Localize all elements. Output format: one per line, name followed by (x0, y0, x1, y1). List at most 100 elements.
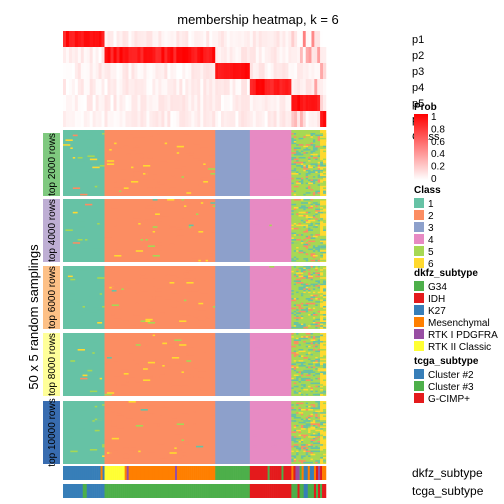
membership-cell (229, 79, 233, 95)
heatmap-cell (308, 409, 316, 411)
heatmap-cell (310, 377, 313, 380)
membership-cell (149, 79, 153, 95)
heatmap-cell (80, 460, 88, 462)
heatmap-cell (298, 369, 301, 372)
heatmap-cell (308, 253, 311, 255)
heatmap-cell (291, 437, 299, 440)
heatmap-cell (296, 431, 299, 433)
heatmap-cell (157, 423, 160, 425)
heatmap-cell (310, 401, 318, 403)
heatmap-block (249, 199, 292, 262)
heatmap-cell (298, 234, 301, 236)
dkfz-subtype-cell (114, 466, 117, 480)
heatmap-cell (72, 223, 76, 225)
heatmap-cell (188, 270, 194, 273)
class-legend-title: Class (414, 185, 441, 196)
heatmap-cell (174, 433, 182, 435)
heatmap-cell (296, 149, 299, 151)
heatmap-cell (92, 323, 95, 326)
heatmap-cell (320, 452, 326, 454)
dkfz-subtype-cell (309, 466, 313, 480)
heatmap-cell (183, 278, 192, 281)
heatmap-cell (89, 421, 95, 424)
heatmap-cell (303, 149, 311, 151)
prob-tick-label: 0.2 (431, 162, 445, 173)
heatmap-cell (92, 392, 98, 394)
heatmap-cell (84, 171, 90, 173)
heatmap-cell (291, 171, 294, 173)
heatmap-cell (300, 407, 304, 409)
heatmap-cell (92, 452, 95, 454)
heatmap-cell (323, 144, 326, 146)
heatmap-cell (305, 453, 309, 456)
membership-cell (294, 63, 298, 79)
heatmap-cell (72, 433, 78, 435)
heatmap-cell (317, 413, 321, 416)
membership-cell (92, 111, 96, 127)
heatmap-cell (97, 142, 105, 145)
heatmap-cell (191, 368, 196, 370)
tcga-subtype-cell (181, 484, 184, 498)
tcga-subtype-cell (297, 484, 300, 498)
heatmap-cell (296, 240, 299, 243)
heatmap-cell (320, 147, 324, 149)
heatmap-cell (94, 339, 98, 341)
membership-cell (74, 95, 79, 111)
heatmap-cell (174, 385, 182, 388)
heatmap-cell (138, 450, 141, 453)
heatmap-cell (191, 189, 196, 191)
heatmap-cell (293, 304, 297, 306)
heatmap-cell (298, 306, 301, 308)
heatmap-cell (308, 428, 316, 430)
heatmap-cell (317, 168, 321, 170)
membership-cell (185, 111, 189, 127)
heatmap-cell (77, 428, 85, 430)
heatmap-cell (205, 315, 209, 318)
heatmap-cell (312, 361, 318, 364)
membership-cell (143, 79, 147, 95)
heatmap-cell (308, 417, 313, 419)
heatmap-cell (293, 149, 299, 151)
membership-cell (299, 111, 304, 127)
heatmap-cell (317, 266, 321, 268)
heatmap-cell (320, 352, 326, 354)
membership-cell (212, 31, 216, 47)
heatmap-cell (320, 184, 326, 186)
heatmap-cell (293, 393, 297, 396)
dkfz-subtype-cell (249, 466, 253, 480)
membership-cell (235, 111, 239, 127)
heatmap-cell (193, 410, 196, 413)
heatmap-cell (291, 215, 294, 217)
heatmap-cell (72, 405, 81, 408)
heatmap-cell (317, 333, 321, 335)
heatmap-cell (291, 387, 294, 389)
heatmap-cell (293, 392, 299, 394)
heatmap-cell (310, 223, 313, 225)
heatmap-cell (121, 179, 127, 181)
heatmap-cell (152, 231, 156, 233)
heatmap-cell (303, 184, 311, 186)
heatmap-cell (298, 452, 306, 454)
membership-cell (68, 95, 73, 111)
heatmap-cell (75, 283, 78, 286)
heatmap-cell (152, 278, 156, 281)
heatmap-cell (323, 221, 326, 223)
membership-cell (317, 31, 321, 47)
heatmap-cell (320, 309, 324, 311)
heatmap-cell (296, 181, 299, 183)
heatmap-cell (296, 455, 301, 457)
heatmap-cell (286, 282, 292, 284)
heatmap-cell (296, 299, 299, 302)
heatmap-cell (200, 199, 206, 201)
heatmap-cell (315, 136, 318, 138)
tcga-subtype-cell (183, 484, 186, 498)
heatmap-cell (300, 436, 304, 438)
heatmap-cell (296, 187, 299, 189)
heatmap-cell (162, 365, 165, 367)
heatmap-block (104, 333, 216, 396)
heatmap-cell (296, 259, 299, 262)
tcga-subtype-cell (313, 484, 317, 498)
heatmap-cell (315, 294, 318, 297)
heatmap-cell (320, 421, 326, 424)
heatmap-cell (92, 320, 95, 322)
